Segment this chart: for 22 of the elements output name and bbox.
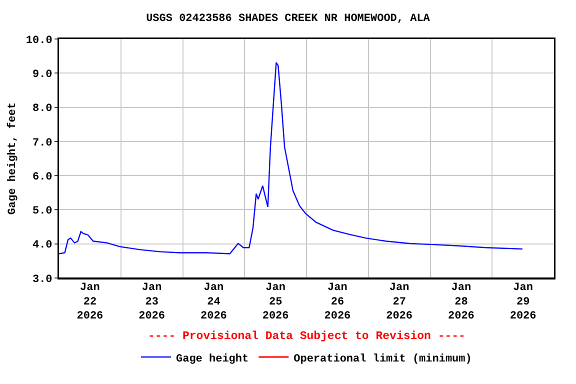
chart-title: USGS 02423586 SHADES CREEK NR HOMEWOOD, ALA: [146, 13, 430, 26]
y-tick-label: 8.0: [32, 103, 52, 116]
x-tick-label: Jan 22 2026: [76, 282, 104, 323]
text: ---- Provisional Data Subject to Revision ----: [148, 330, 466, 343]
legend-label: Operational limit (minimum): [294, 353, 472, 366]
y-tick-label: 7.0: [32, 137, 52, 150]
y-axis-title: Gage height, feet: [6, 102, 19, 215]
x-tick-label: Jan 25 2026: [262, 282, 289, 323]
x-tick-label: Jan 29 2026: [510, 282, 536, 323]
y-tick-label: 6.0: [32, 171, 52, 184]
x-tick-label: Jan 27 2026: [386, 282, 413, 323]
x-tick-label: Jan 24 2026: [200, 282, 227, 323]
x-tick-label: Jan 26 2026: [324, 282, 351, 323]
y-tick-label: 4.0: [32, 240, 52, 252]
x-tick-label: Jan 28 2026: [448, 282, 474, 323]
x-tick-label: Jan 23 2026: [138, 282, 166, 323]
line-series: [59, 62, 524, 254]
y-tick-label: 10.0: [26, 34, 52, 47]
y-tick-label: 5.0: [32, 206, 52, 218]
legend-label: Gage height: [176, 353, 249, 366]
y-tick-label: 3.0: [32, 274, 52, 286]
y-tick-label: 9.0: [32, 68, 52, 81]
